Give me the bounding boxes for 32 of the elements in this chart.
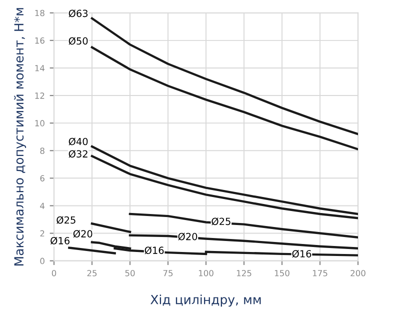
annotation: Ø16 bbox=[292, 250, 312, 258]
y-tick-label: 14 bbox=[35, 65, 45, 72]
annotation: Ø20 bbox=[73, 230, 92, 238]
x-tick-label: 75 bbox=[163, 270, 173, 276]
y-tick-label: 12 bbox=[35, 92, 44, 99]
x-axis-title: Хід циліндру, мм bbox=[150, 294, 261, 307]
y-tick-label: 0 bbox=[40, 258, 44, 264]
y-tick-label: 16 bbox=[35, 37, 44, 44]
annotation: Ø32 bbox=[68, 150, 88, 158]
y-tick-label: 6 bbox=[40, 175, 44, 182]
x-tick-label: 25 bbox=[87, 270, 97, 276]
x-tick-label: 150 bbox=[274, 270, 290, 276]
annotation: Ø16 bbox=[144, 246, 164, 254]
y-tick-label: 18 bbox=[35, 10, 44, 16]
y-tick-label: 4 bbox=[40, 202, 45, 209]
annotation: Ø16 bbox=[50, 236, 70, 245]
y-tick-label: 2 bbox=[40, 230, 44, 236]
x-tick-label: 175 bbox=[312, 270, 328, 276]
x-tick-label: 0 bbox=[52, 270, 56, 276]
y-tick-label: 10 bbox=[35, 120, 44, 126]
annotation: Ø63 bbox=[68, 10, 88, 18]
x-tick-label: 100 bbox=[198, 270, 214, 276]
x-tick-label: 125 bbox=[236, 270, 252, 276]
x-tick-label: 50 bbox=[125, 270, 135, 276]
y-tick-label: 8 bbox=[40, 148, 44, 154]
x-tick-label: 200 bbox=[350, 270, 366, 276]
annotation: Ø50 bbox=[68, 37, 88, 45]
annotation: Ø20 bbox=[178, 232, 198, 240]
annotation: Ø25 bbox=[56, 216, 76, 224]
annotation: Ø25 bbox=[212, 218, 230, 226]
annotation: Ø40 bbox=[68, 138, 88, 146]
y-axis-title: Максимально допустимий момент, Н*м bbox=[14, 8, 26, 266]
